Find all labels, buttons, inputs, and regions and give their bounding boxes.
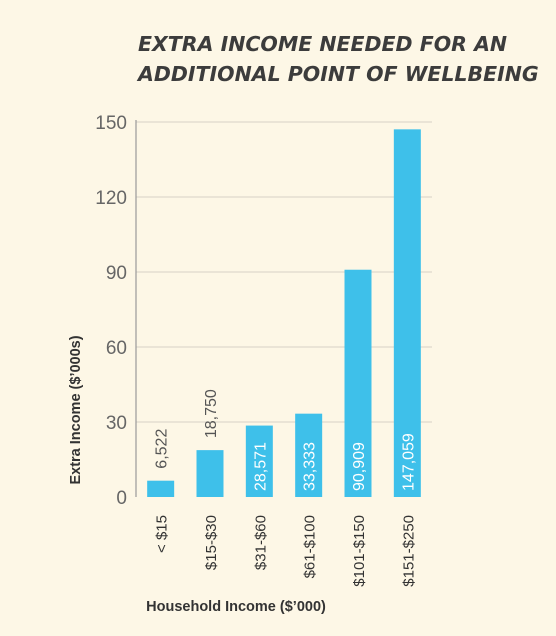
bar — [245, 425, 273, 497]
bar — [147, 480, 175, 497]
x-tick-label: $31-$60 — [252, 515, 269, 570]
y-tick-label: 150 — [95, 113, 127, 134]
bar — [344, 269, 372, 497]
chart-title-line-1: EXTRA INCOME NEEDED FOR AN — [138, 32, 507, 56]
bars: 6,522 18,750 28,571 33,333 90,909 147,059 — [147, 129, 421, 498]
y-tick-label: 90 — [106, 263, 127, 284]
bar — [295, 413, 323, 497]
y-tick-label: 120 — [95, 188, 127, 209]
y-tick-label: 30 — [106, 413, 127, 434]
data-label: 18,750 — [203, 389, 220, 438]
y-axis-label: Extra Income ($’000s) — [68, 335, 84, 484]
x-tick-label: $61-$100 — [302, 515, 319, 578]
data-label: 90,909 — [351, 442, 368, 491]
x-tick-label: $15-$30 — [203, 515, 220, 570]
x-axis-ticks: < $15 $15-$30 $31-$60 $61-$100 $101-$150 $151… — [154, 515, 418, 587]
bar — [196, 450, 224, 497]
data-label: 6,522 — [154, 429, 171, 469]
x-tick-label: $101-$150 — [351, 515, 368, 587]
data-label: 147,059 — [400, 433, 417, 491]
x-axis-label: Household Income ($’000) — [146, 599, 326, 615]
y-tick-label: 60 — [106, 338, 127, 359]
bar — [393, 129, 421, 498]
chart-title-line-2: ADDITIONAL POINT OF WELLBEING — [136, 62, 539, 86]
x-tick-label: $151-$250 — [400, 515, 417, 587]
gridlines — [136, 121, 432, 423]
data-label: 33,333 — [302, 442, 319, 491]
y-axis-ticks: 0 30 60 90 120 150 — [95, 113, 127, 509]
data-label: 28,571 — [252, 442, 269, 491]
y-tick-label: 0 — [116, 488, 127, 509]
x-tick-label: < $15 — [154, 515, 171, 553]
